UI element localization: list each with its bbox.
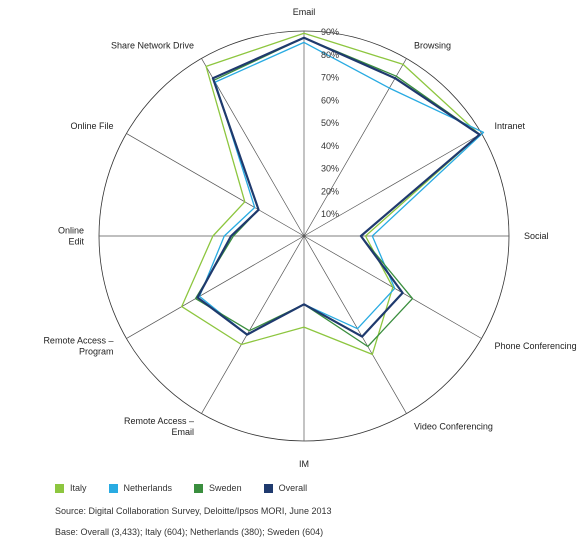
tick-label-20: 20% (321, 186, 339, 196)
radar-spoke-share-network-drive (201, 58, 305, 237)
radar-chart: 10% 20% 30% 40% 50% 60% 70% 80% 90% Email Browsin… (43, 7, 576, 469)
legend-item-sweden: Sweden (194, 483, 242, 493)
axis-label-phone-conferencing: Phone Conferencing (495, 341, 577, 351)
tick-label-70: 70% (321, 73, 339, 83)
legend-label-netherlands: Netherlands (123, 483, 173, 493)
axis-label-online-edit: Online Edit (58, 226, 85, 247)
axis-label-social: Social (524, 231, 549, 241)
radar-spoke-remote-access-program (126, 235, 305, 339)
legend-item-netherlands: Netherlands (108, 483, 173, 493)
radar-spoke-online-file (126, 133, 305, 237)
axis-label-remote-access-program: Remote Access – Program (43, 336, 113, 357)
radar-series-netherlands (198, 41, 485, 336)
radar-spoke-remote-access-email (201, 235, 305, 414)
tick-label-40: 40% (321, 141, 339, 151)
legend-swatch-netherlands (108, 483, 118, 493)
tick-label-90: 90% (321, 27, 339, 37)
axis-label-im: IM (299, 459, 309, 469)
radar-axis-labels: Email Browsing Intranet Social Phone Confere… (43, 7, 576, 469)
legend-swatch-overall (263, 483, 273, 493)
axis-label-remote-access-email: Remote Access – Email (124, 416, 194, 437)
legend-label-overall: Overall (278, 483, 308, 493)
chart-legend: Italy Netherlands Sweden Overall (55, 483, 329, 493)
tick-label-30: 30% (321, 164, 339, 174)
legend-item-overall: Overall (263, 483, 308, 493)
radar-spoke-intranet (303, 133, 482, 237)
radar-spoke-video-conferencing (303, 235, 407, 414)
legend-label-sweden: Sweden (209, 483, 242, 493)
tick-label-60: 60% (321, 95, 339, 105)
axis-label-share-network-drive: Share Network Drive (111, 40, 194, 50)
legend-swatch-italy (55, 483, 64, 493)
axis-label-browsing: Browsing (414, 40, 451, 50)
legend-swatch-sweden (194, 483, 204, 493)
axis-label-email: Email (293, 7, 316, 17)
radar-series (181, 32, 485, 356)
tick-label-50: 50% (321, 118, 339, 128)
axis-label-intranet: Intranet (495, 121, 526, 131)
axis-label-online-file: Online File (70, 121, 113, 131)
radar-series-overall (196, 36, 481, 338)
legend-item-italy: Italy (55, 483, 87, 493)
axis-label-video-conferencing: Video Conferencing (414, 422, 493, 432)
radar-tick-labels: 10% 20% 30% 40% 50% 60% 70% 80% 90% (321, 27, 339, 219)
source-note: Source: Digital Collaboration Survey, De… (55, 506, 332, 516)
base-note: Base: Overall (3,433); Italy (604); Neth… (55, 527, 324, 537)
tick-label-80: 80% (321, 50, 339, 60)
radar-grid (98, 30, 510, 442)
tick-label-10: 10% (321, 209, 339, 219)
legend-label-italy: Italy (70, 483, 87, 493)
